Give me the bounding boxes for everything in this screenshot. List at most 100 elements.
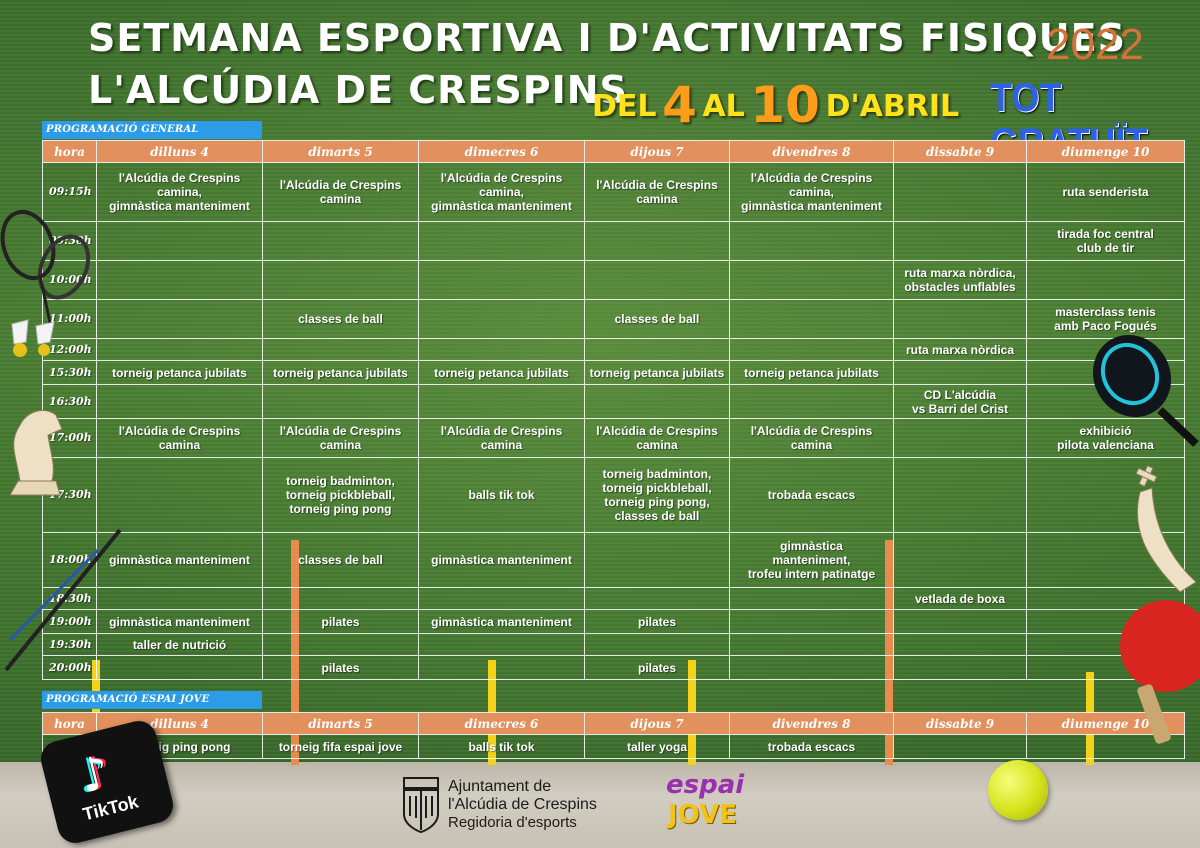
badminton-racket-icon bbox=[0, 210, 91, 324]
activity-cell bbox=[729, 655, 894, 680]
activity-cell bbox=[729, 338, 894, 361]
activity-cell bbox=[893, 633, 1027, 656]
activity-cell bbox=[729, 587, 894, 610]
activity-cell: torneig petanca jubilats bbox=[418, 360, 585, 385]
activity-cell: gimnàstica manteniment bbox=[96, 532, 263, 588]
activity-cell: l'Alcúdia de Crespins camina bbox=[262, 162, 419, 222]
table-row: 10:00h ruta marxa nòrdica, obstacles unfl… bbox=[42, 260, 1185, 300]
activity-cell bbox=[893, 457, 1027, 533]
activity-cell bbox=[584, 260, 730, 300]
column-header-hora: hora bbox=[42, 712, 97, 735]
activity-cell: taller yoga bbox=[584, 734, 730, 759]
activity-cell bbox=[418, 260, 585, 300]
table-row: 12:00h ruta marxa nòrdica bbox=[42, 338, 1185, 361]
column-header-day: dimecres 6 bbox=[418, 712, 585, 735]
activity-cell: l'Alcúdia de Crespins camina bbox=[418, 418, 585, 458]
activity-cell: balls tik tok bbox=[418, 734, 585, 759]
activity-cell: gimnàstica manteniment, trofeu intern pa… bbox=[729, 532, 894, 588]
date-al: AL bbox=[702, 89, 745, 124]
sport-stick-icon bbox=[4, 528, 122, 672]
activity-cell bbox=[729, 609, 894, 634]
activity-cell: l'Alcúdia de Crespins camina bbox=[584, 162, 730, 222]
hour-cell: 12:00h bbox=[42, 338, 97, 361]
shuttlecock-icon bbox=[11, 319, 55, 357]
activity-cell bbox=[262, 587, 419, 610]
activity-cell bbox=[262, 338, 419, 361]
activity-cell bbox=[893, 532, 1027, 588]
activity-cell: taller de nutrició bbox=[96, 633, 263, 656]
column-header-day: dimarts 5 bbox=[262, 140, 419, 163]
column-header-day: divendres 8 bbox=[729, 712, 894, 735]
activity-cell bbox=[584, 384, 730, 419]
activity-cell: masterclass tenis amb Paco Fogués bbox=[1026, 299, 1185, 339]
activity-cell bbox=[584, 338, 730, 361]
ajuntament-line-2: l'Alcúdia de Crespins bbox=[448, 796, 597, 813]
activity-cell: classes de ball bbox=[262, 532, 419, 588]
table-row: 18:30h vetlada de boxa bbox=[42, 587, 1185, 610]
activity-cell: trobada escacs bbox=[729, 457, 894, 533]
activity-cell bbox=[96, 457, 263, 533]
tiktok-note-icon: ♪ bbox=[73, 744, 116, 804]
activity-cell bbox=[418, 384, 585, 419]
activity-cell bbox=[729, 384, 894, 419]
activity-cell bbox=[418, 338, 585, 361]
table-row: 09:30h tirada foc central club de tir bbox=[42, 221, 1185, 261]
table-row: 19:00h gimnàstica manteniment pilates gimnà… bbox=[42, 609, 1185, 634]
jove-schedule-table: hora dilluns 4 dimarts 5 dimecres 6 dijous 7… bbox=[42, 712, 1185, 759]
page-title-line-1: SETMANA ESPORTIVA I D'ACTIVITATS FISIQUE… bbox=[88, 16, 1126, 60]
column-header-day: dimecres 6 bbox=[418, 140, 585, 163]
ajuntament-block: Ajuntament de l'Alcúdia de Crespins Regi… bbox=[448, 778, 597, 832]
general-section-label: PROGRAMACIÓ GENERAL bbox=[42, 121, 262, 139]
table-row: 17:30h torneig badminton, torneig pickble… bbox=[42, 457, 1185, 533]
activity-cell: gimnàstica manteniment bbox=[418, 609, 585, 634]
hour-cell: 09:15h bbox=[42, 162, 97, 222]
activity-cell: torneig petanca jubilats bbox=[96, 360, 263, 385]
activity-cell bbox=[96, 384, 263, 419]
activity-cell bbox=[262, 384, 419, 419]
activity-cell: torneig fifa espai jove bbox=[262, 734, 419, 759]
activity-cell: trobada escacs bbox=[729, 734, 894, 759]
table-row: 17:00h l'Alcúdia de Crespins camina l'Alcú… bbox=[42, 418, 1185, 458]
activity-cell bbox=[418, 587, 585, 610]
activity-cell bbox=[584, 532, 730, 588]
activity-cell: torneig badminton, torneig pickbleball, … bbox=[262, 457, 419, 533]
activity-cell: l'Alcúdia de Crespins camina bbox=[729, 418, 894, 458]
table-row: 15:30h torneig petanca jubilats torneig pe… bbox=[42, 360, 1185, 385]
ping-pong-paddle-icon bbox=[1120, 600, 1200, 744]
jove-section-label: PROGRAMACIÓ ESPAI JOVE bbox=[42, 691, 262, 709]
table-row: 09:15h l'Alcúdia de Crespins camina, gimn… bbox=[42, 162, 1185, 222]
activity-cell bbox=[418, 655, 585, 680]
activity-cell: CD L'alcúdia vs Barri del Crist bbox=[893, 384, 1027, 419]
column-header-day: dissabte 9 bbox=[893, 140, 1027, 163]
activity-cell: l'Alcúdia de Crespins camina, gimnàstica… bbox=[729, 162, 894, 222]
activity-cell bbox=[418, 633, 585, 656]
espai-jove-logo-jove: JOVE bbox=[668, 800, 737, 830]
activity-cell bbox=[96, 260, 263, 300]
column-header-hora: hora bbox=[42, 140, 97, 163]
activity-cell bbox=[729, 299, 894, 339]
date-range: DEL 4 AL 10 D'ABRIL bbox=[592, 70, 960, 134]
date-month: D'ABRIL bbox=[825, 89, 960, 124]
table-row: 16:30h CD L'alcúdia vs Barri del Crist bbox=[42, 384, 1185, 419]
activity-cell bbox=[729, 221, 894, 261]
activity-cell: classes de ball bbox=[584, 299, 730, 339]
hour-cell: 20:00h bbox=[42, 655, 97, 680]
activity-cell bbox=[584, 633, 730, 656]
activity-cell: l'Alcúdia de Crespins camina bbox=[262, 418, 419, 458]
activity-cell bbox=[1026, 457, 1185, 533]
activity-cell bbox=[893, 418, 1027, 458]
ajuntament-line-1: Ajuntament de bbox=[448, 778, 552, 795]
date-start: 4 bbox=[662, 76, 697, 134]
espai-jove-logo-espai: espai bbox=[666, 770, 745, 800]
column-header-day: dissabte 9 bbox=[893, 712, 1027, 735]
activity-cell: tirada foc central club de tir bbox=[1026, 221, 1185, 261]
chess-king-icon bbox=[1135, 465, 1197, 593]
activity-cell: torneig petanca jubilats bbox=[729, 360, 894, 385]
page-title-line-2: L'ALCÚDIA DE CRESPINS bbox=[88, 68, 628, 112]
column-header-day: dilluns 4 bbox=[96, 140, 263, 163]
activity-cell: torneig badminton, torneig pickbleball, … bbox=[584, 457, 730, 533]
activity-cell bbox=[893, 360, 1027, 385]
activity-cell: pilates bbox=[262, 655, 419, 680]
activity-cell: vetlada de boxa bbox=[893, 587, 1027, 610]
column-header-day: divendres 8 bbox=[729, 140, 894, 163]
